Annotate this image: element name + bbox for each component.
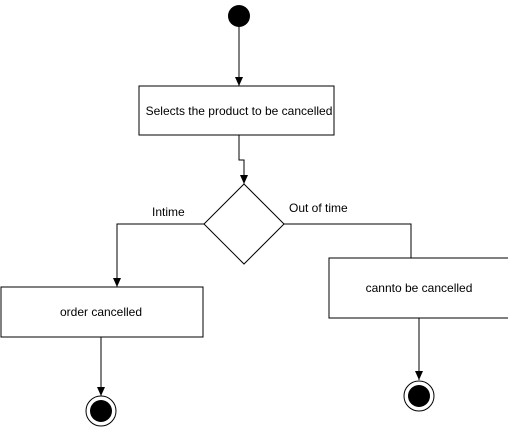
edge-select-to-decision bbox=[238, 135, 248, 184]
edge-out-of-time-label: Out of time bbox=[289, 201, 348, 215]
edge-out-of-time bbox=[284, 223, 412, 258]
action-select-product[interactable]: Selects the product to be cancelled bbox=[138, 85, 335, 136]
edge-intime-label: Intime bbox=[152, 205, 185, 219]
action-order-cancelled-label: order cancelled bbox=[60, 305, 142, 319]
action-cannot-cancel-label: cannto be cancelled bbox=[366, 281, 473, 295]
action-cannot-cancel[interactable]: cannto be cancelled bbox=[328, 257, 508, 319]
action-select-product-label: Selects the product to be cancelled bbox=[146, 104, 333, 118]
decision-node[interactable] bbox=[203, 183, 285, 265]
start-node bbox=[228, 5, 250, 27]
end-node-left bbox=[85, 395, 117, 427]
end-node-right bbox=[403, 380, 435, 412]
edge-intime bbox=[113, 223, 204, 287]
action-order-cancelled[interactable]: order cancelled bbox=[0, 286, 204, 338]
